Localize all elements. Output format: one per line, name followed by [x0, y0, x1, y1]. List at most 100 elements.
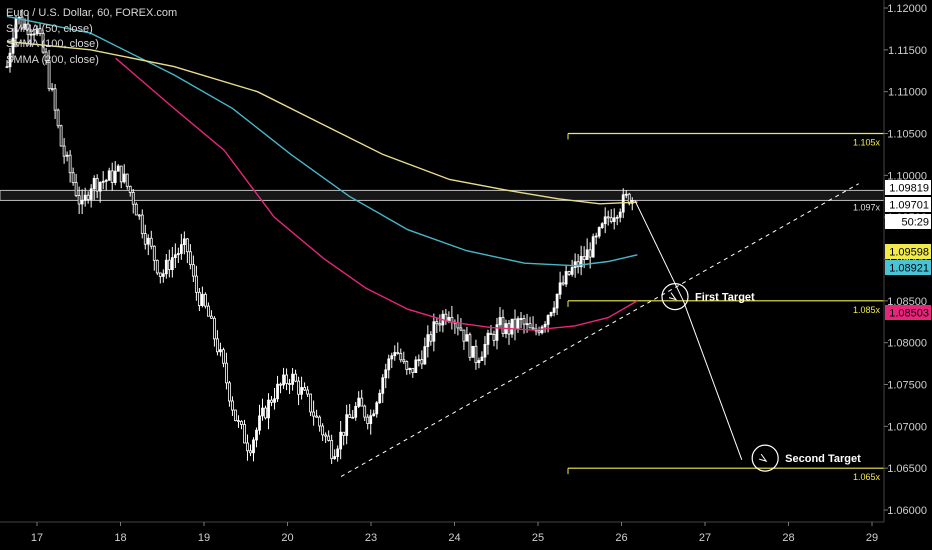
- y-tick-label: 1.06000: [887, 505, 927, 517]
- candle-body: [309, 393, 313, 413]
- candle-body: [5, 66, 9, 68]
- candle-body: [363, 405, 367, 418]
- candle-body: [26, 23, 30, 35]
- candle-body: [249, 450, 252, 454]
- candle-body: [375, 402, 379, 415]
- candle-body: [285, 374, 288, 384]
- candle-body: [86, 194, 90, 200]
- candle-body: [552, 307, 556, 313]
- moving-average-line-3: [6, 40, 638, 205]
- candle-body: [405, 361, 409, 370]
- x-tick-label: 26: [615, 532, 627, 544]
- target-arrowhead: [668, 292, 678, 301]
- candle-body: [282, 374, 285, 386]
- x-tick-label: 28: [782, 532, 794, 544]
- price-tag-box: [885, 214, 931, 229]
- candle-body: [137, 214, 141, 217]
- candle-body: [327, 435, 331, 441]
- moving-average-layer: [6, 15, 638, 331]
- candle-body: [71, 172, 75, 183]
- x-tick-label: 17: [31, 532, 43, 544]
- candle-body: [516, 318, 520, 330]
- candle-body: [354, 405, 358, 418]
- candle-body: [119, 165, 123, 183]
- x-tick-label: 27: [699, 532, 711, 544]
- candle-body: [324, 434, 328, 437]
- candle-body: [438, 323, 442, 326]
- candle-body: [582, 255, 586, 260]
- candle-body: [585, 249, 589, 260]
- candle-body: [366, 416, 370, 425]
- candle-body: [603, 216, 607, 225]
- candle-body: [279, 383, 282, 386]
- candle-body: [627, 193, 631, 204]
- candle-body: [128, 185, 132, 193]
- candle-body: [68, 154, 72, 174]
- candle-body: [480, 356, 484, 362]
- candle-body: [231, 400, 234, 411]
- target-label: Second Target: [785, 453, 861, 465]
- candle-body: [140, 214, 144, 234]
- target-arrowhead: [759, 453, 768, 463]
- candle-body: [273, 398, 276, 403]
- candle-body: [213, 317, 216, 340]
- candle-body: [116, 165, 120, 172]
- candle-body: [77, 195, 81, 205]
- price-tag-box: [885, 197, 931, 212]
- candle-body: [146, 237, 150, 245]
- legend-sma200[interactable]: SMMA (200, close): [6, 53, 99, 66]
- candle-body: [176, 253, 180, 256]
- candle-body: [513, 318, 517, 330]
- candle-body: [444, 313, 448, 321]
- candle-body: [113, 170, 117, 183]
- y-tick-label: 1.11000: [888, 87, 927, 99]
- legend-symbol: Euro / U.S. Dollar, 60, FOREX.com: [6, 7, 178, 19]
- chart-legend: Euro / U.S. Dollar, 60, FOREX.com SMMA (…: [6, 6, 177, 68]
- candle-body: [399, 353, 403, 361]
- price-tag-label: 1.08503: [889, 308, 929, 320]
- candle-body: [194, 275, 198, 293]
- candle-body: [95, 178, 99, 192]
- candle-body: [261, 407, 264, 417]
- candle-body: [495, 324, 499, 341]
- candle-body: [522, 318, 526, 325]
- legend-sma100[interactable]: SMMA (100, close): [6, 38, 99, 50]
- y-tick-label: 1.12000: [887, 3, 927, 15]
- candle-body: [92, 178, 96, 190]
- candle-body: [243, 424, 246, 444]
- target-circle: [661, 283, 689, 311]
- candle-body: [29, 33, 33, 36]
- candle-body: [173, 254, 177, 259]
- candle-body: [570, 267, 574, 275]
- candle-body: [372, 413, 376, 417]
- candle-body: [152, 245, 156, 261]
- candle-body: [351, 416, 355, 419]
- candle-body: [435, 321, 439, 325]
- candle-body: [426, 334, 430, 347]
- candle-body: [567, 271, 571, 275]
- x-tick-label: 25: [532, 532, 544, 544]
- candle-body: [8, 52, 12, 68]
- y-tick-label: 1.07000: [887, 421, 927, 433]
- candle-body: [369, 415, 373, 425]
- candle-body: [294, 373, 297, 382]
- price-tag-box: [885, 180, 931, 195]
- candle-body: [525, 323, 529, 326]
- candle-body: [170, 257, 174, 271]
- candle-body: [167, 259, 171, 271]
- support-trendline: [340, 183, 859, 477]
- legend-sma50[interactable]: SMMA (50, close): [6, 22, 93, 35]
- candle-body: [357, 397, 361, 407]
- candle-body: [432, 321, 436, 342]
- candle-body: [531, 327, 535, 330]
- candle-body: [303, 387, 306, 391]
- candle-body: [158, 272, 162, 277]
- candle-body: [336, 448, 340, 457]
- candle-body: [41, 33, 45, 53]
- price-tag-label: 1.09819: [889, 183, 929, 195]
- candle-body: [38, 28, 42, 34]
- candle-body: [390, 355, 394, 360]
- price-tag-label: 1.09598: [889, 247, 929, 259]
- candle-body: [588, 249, 592, 258]
